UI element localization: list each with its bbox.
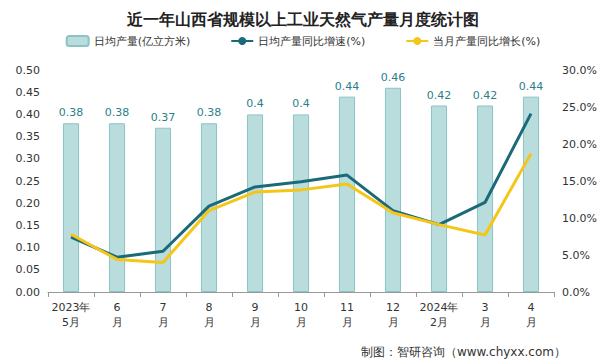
svg-text:0.00: 0.00 <box>16 286 41 299</box>
svg-text:0.38: 0.38 <box>197 106 222 119</box>
svg-text:2024年: 2024年 <box>420 301 459 314</box>
svg-text:5月: 5月 <box>62 316 80 329</box>
svg-text:8: 8 <box>206 301 213 314</box>
svg-text:0.46: 0.46 <box>381 71 406 84</box>
svg-text:0.10: 0.10 <box>16 241 41 254</box>
svg-text:0.45: 0.45 <box>16 86 41 99</box>
svg-text:月: 月 <box>526 316 537 329</box>
svg-text:30.0%: 30.0% <box>562 64 597 77</box>
svg-text:0.42: 0.42 <box>473 89 498 102</box>
svg-text:2月: 2月 <box>430 316 448 329</box>
svg-text:10: 10 <box>294 301 308 314</box>
svg-text:月: 月 <box>204 316 215 329</box>
svg-text:月: 月 <box>342 316 353 329</box>
svg-text:7: 7 <box>160 301 167 314</box>
svg-text:6: 6 <box>114 301 121 314</box>
svg-text:0.35: 0.35 <box>16 130 41 143</box>
svg-text:0.37: 0.37 <box>151 111 176 124</box>
svg-text:0.42: 0.42 <box>427 89 452 102</box>
svg-text:日均产量(亿立方米): 日均产量(亿立方米) <box>94 35 191 48</box>
svg-text:当月产量同比增长(%): 当月产量同比增长(%) <box>433 35 540 48</box>
svg-text:月: 月 <box>158 316 169 329</box>
svg-text:0.38: 0.38 <box>105 106 130 119</box>
svg-text:25.0%: 25.0% <box>562 101 597 114</box>
svg-text:月: 月 <box>250 316 261 329</box>
svg-text:月: 月 <box>112 316 123 329</box>
svg-text:日均产量同比增速(%): 日均产量同比增速(%) <box>258 35 365 48</box>
svg-text:近一年山西省规模以上工业天然气产量月度统计图: 近一年山西省规模以上工业天然气产量月度统计图 <box>126 10 479 29</box>
svg-text:15.0%: 15.0% <box>562 175 597 188</box>
svg-text:20.0%: 20.0% <box>562 138 597 151</box>
svg-text:0.40: 0.40 <box>16 108 41 121</box>
svg-text:9: 9 <box>252 301 259 314</box>
svg-text:11: 11 <box>340 301 354 314</box>
svg-text:5.0%: 5.0% <box>562 249 590 262</box>
svg-text:0.44: 0.44 <box>519 80 544 93</box>
svg-text:0.20: 0.20 <box>16 197 41 210</box>
svg-text:月: 月 <box>480 316 491 329</box>
svg-text:0.30: 0.30 <box>16 152 41 165</box>
svg-text:0.38: 0.38 <box>59 106 84 119</box>
svg-text:0.4: 0.4 <box>246 97 264 110</box>
svg-text:4: 4 <box>528 301 535 314</box>
svg-text:0.25: 0.25 <box>16 175 41 188</box>
svg-text:2023年: 2023年 <box>52 301 91 314</box>
svg-text:0.50: 0.50 <box>16 64 41 77</box>
svg-text:0.4: 0.4 <box>292 97 310 110</box>
svg-text:12: 12 <box>386 301 400 314</box>
svg-text:月: 月 <box>296 316 307 329</box>
svg-text:3: 3 <box>482 301 489 314</box>
svg-text:0.05: 0.05 <box>16 263 41 276</box>
svg-text:10.0%: 10.0% <box>562 212 597 225</box>
svg-text:0.44: 0.44 <box>335 80 360 93</box>
svg-text:0.0%: 0.0% <box>562 286 590 299</box>
svg-text:月: 月 <box>388 316 399 329</box>
svg-text:0.15: 0.15 <box>16 219 41 232</box>
svg-text:制图：智研咨询（www.chyxx.com）: 制图：智研咨询（www.chyxx.com） <box>361 345 566 359</box>
